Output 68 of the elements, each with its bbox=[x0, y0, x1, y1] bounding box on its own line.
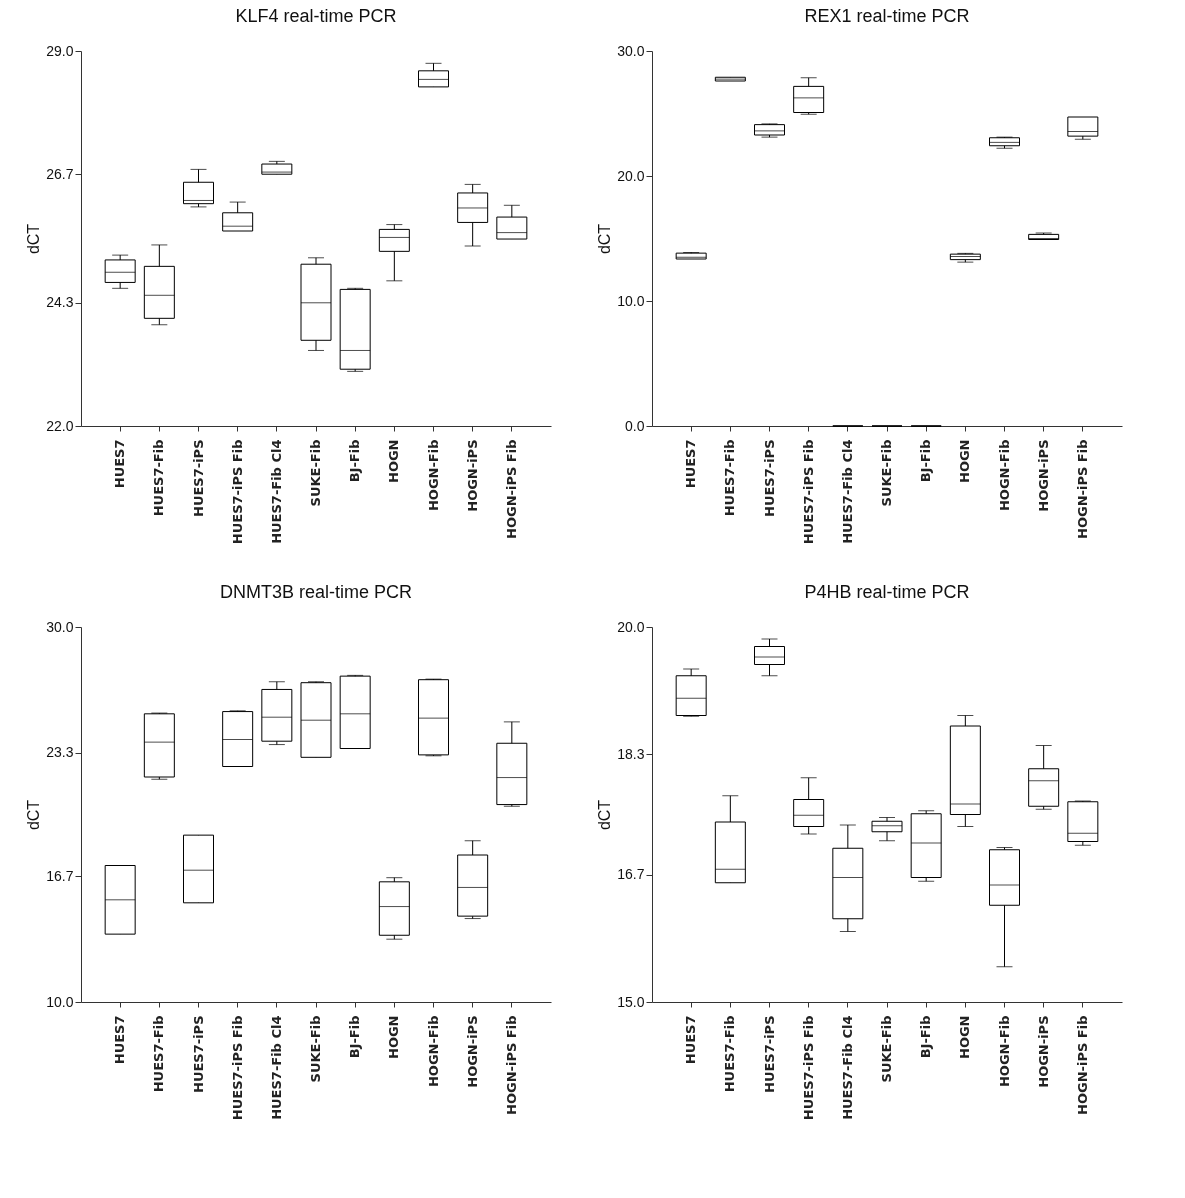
x-tick-label: HUES7-Fib bbox=[151, 1015, 167, 1093]
y-axis-title: dCT bbox=[596, 799, 614, 831]
x-tick-label: HUES7-iPS bbox=[190, 1015, 206, 1093]
x-tick-label: HUES7-Fib Cl4 bbox=[268, 439, 284, 544]
x-tick-label: HOGN-iPS Fib bbox=[503, 1015, 519, 1115]
y-tick-label: 15.0 bbox=[617, 993, 645, 1010]
y-tick-label: 0.0 bbox=[625, 417, 645, 434]
x-tick-label: BJ-Fib bbox=[918, 439, 934, 483]
x-tick-label: HOGN-iPS bbox=[1035, 439, 1051, 512]
x-tick-label: HUES7 bbox=[683, 1015, 699, 1065]
y-tick-label: 24.3 bbox=[46, 294, 74, 311]
y-tick-label: 22.0 bbox=[46, 417, 74, 434]
chart-title: REX1 real-time PCR bbox=[804, 6, 970, 26]
x-tick-label: HUES7-Fib Cl4 bbox=[839, 439, 855, 544]
x-tick-label: HUES7 bbox=[112, 439, 128, 489]
x-tick-label: HOGN-iPS bbox=[464, 1015, 480, 1088]
x-tick-label: HUES7-iPS bbox=[761, 439, 777, 517]
chart-title: P4HB real-time PCR bbox=[804, 582, 970, 602]
x-tick-label: HUES7-Fib Cl4 bbox=[268, 1015, 284, 1120]
x-tick-label: HUES7-iPS bbox=[761, 1015, 777, 1093]
x-tick-label: HOGN bbox=[957, 439, 973, 483]
y-tick-label: 29.0 bbox=[46, 42, 74, 59]
x-tick-label: HOGN bbox=[957, 1015, 973, 1059]
chart-title: KLF4 real-time PCR bbox=[235, 6, 397, 26]
x-tick-label: HOGN bbox=[386, 1015, 402, 1059]
x-tick-label: HUES7-Fib bbox=[151, 439, 167, 517]
y-tick-label: 18.3 bbox=[617, 746, 645, 762]
x-tick-label: HOGN-iPS Fib bbox=[1074, 1015, 1090, 1115]
y-tick-label: 23.3 bbox=[46, 744, 74, 761]
y-tick-label: 30.0 bbox=[617, 42, 645, 59]
x-tick-label: HOGN-Fib bbox=[996, 1015, 1012, 1088]
x-tick-label: HOGN-iPS Fib bbox=[1074, 439, 1090, 539]
x-tick-label: HUES7-iPS bbox=[190, 439, 206, 517]
x-tick-label: HUES7-iPS Fib bbox=[229, 1015, 245, 1121]
x-tick-label: HUES7-Fib bbox=[722, 1015, 738, 1093]
y-tick-label: 16.7 bbox=[617, 866, 645, 882]
x-tick-label: HOGN-iPS Fib bbox=[503, 439, 519, 539]
y-tick-label: 10.0 bbox=[46, 993, 74, 1010]
y-axis-title: dCT bbox=[25, 799, 43, 831]
x-tick-label: HUES7 bbox=[112, 1015, 128, 1065]
x-tick-label: SUKE-Fib bbox=[879, 1015, 894, 1083]
x-tick-label: HUES7-iPS Fib bbox=[229, 439, 245, 545]
y-axis-title: dCT bbox=[25, 223, 43, 255]
x-tick-label: HOGN-iPS bbox=[464, 439, 480, 512]
y-tick-label: 26.7 bbox=[46, 165, 74, 182]
x-tick-label: HUES7 bbox=[683, 439, 699, 489]
x-tick-label: SUKE-Fib bbox=[308, 439, 323, 507]
x-tick-label: HUES7-iPS Fib bbox=[800, 439, 816, 545]
y-tick-label: 16.7 bbox=[46, 867, 74, 884]
x-tick-label: BJ-Fib bbox=[347, 1015, 363, 1059]
y-tick-label: 10.0 bbox=[617, 292, 645, 309]
x-tick-label: HOGN-Fib bbox=[425, 439, 441, 512]
y-tick-label: 20.0 bbox=[617, 167, 645, 184]
x-tick-label: SUKE-Fib bbox=[879, 439, 894, 507]
x-tick-label: HUES7-Fib bbox=[722, 439, 738, 517]
y-tick-label: 30.0 bbox=[46, 618, 74, 635]
y-axis-title: dCT bbox=[596, 223, 614, 255]
x-tick-label: BJ-Fib bbox=[918, 1015, 934, 1059]
x-tick-label: HUES7-iPS Fib bbox=[800, 1015, 816, 1121]
x-tick-label: HOGN-Fib bbox=[996, 439, 1012, 512]
x-tick-label: HOGN bbox=[386, 439, 402, 483]
x-tick-label: SUKE-Fib bbox=[308, 1015, 323, 1083]
x-tick-label: BJ-Fib bbox=[347, 439, 363, 483]
chart-title: DNMT3B real-time PCR bbox=[219, 582, 413, 602]
x-tick-label: HUES7-Fib Cl4 bbox=[839, 1015, 855, 1120]
x-tick-label: HOGN-iPS bbox=[1035, 1015, 1051, 1088]
y-tick-label: 20.0 bbox=[617, 618, 645, 635]
x-tick-label: HOGN-Fib bbox=[425, 1015, 441, 1088]
